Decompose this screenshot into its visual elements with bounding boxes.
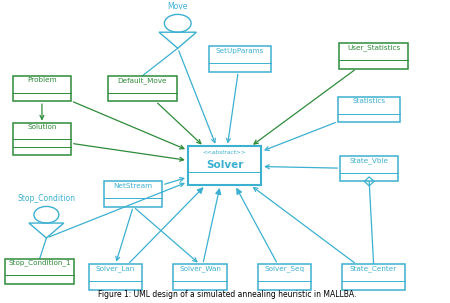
Bar (13, 124, 71, 155)
Text: <<abstract>>: <<abstract>> (202, 150, 246, 155)
Bar (188, 146, 261, 185)
Text: NetStream: NetStream (114, 183, 153, 188)
Text: Move: Move (167, 2, 188, 11)
Text: Solution: Solution (27, 124, 57, 130)
Bar (340, 156, 398, 181)
Bar (108, 76, 176, 101)
Bar (342, 265, 405, 290)
Bar (173, 265, 227, 290)
Text: Problem: Problem (27, 77, 57, 83)
Text: Figure 1: UML design of a simulated annealing heuristic in MALLBA.: Figure 1: UML design of a simulated anne… (98, 290, 356, 299)
Bar (104, 181, 162, 207)
Text: Solver_Wan: Solver_Wan (179, 265, 221, 272)
Bar (209, 46, 271, 72)
Text: Default_Move: Default_Move (117, 77, 167, 84)
Text: Solver_Seq: Solver_Seq (265, 265, 305, 272)
Text: Stop_Condition: Stop_Condition (18, 194, 76, 203)
Text: Solver: Solver (206, 160, 243, 170)
Text: Stop_Condition_1: Stop_Condition_1 (9, 259, 71, 266)
Bar (339, 43, 408, 68)
Bar (89, 265, 142, 290)
Bar (258, 265, 311, 290)
Text: State_Vble: State_Vble (350, 157, 389, 164)
Bar (338, 97, 400, 122)
Text: Solver_Lan: Solver_Lan (96, 265, 135, 272)
Bar (5, 258, 74, 284)
Text: Statistics: Statistics (353, 98, 386, 104)
Bar (13, 76, 71, 101)
Text: State_Center: State_Center (350, 265, 397, 272)
Text: User_Statistics: User_Statistics (347, 44, 400, 51)
Text: SetUpParams: SetUpParams (216, 48, 264, 54)
